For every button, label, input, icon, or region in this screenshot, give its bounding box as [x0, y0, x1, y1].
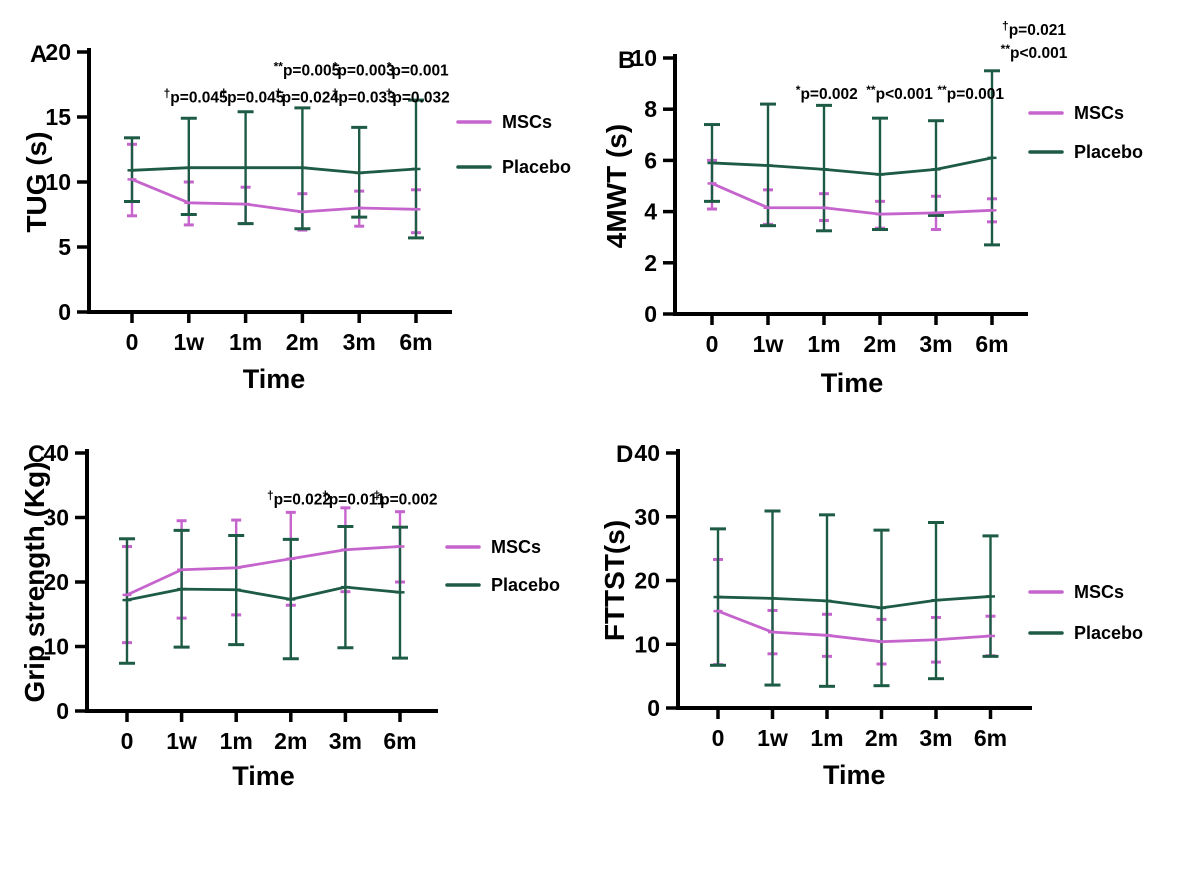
series-line-mscs [716, 609, 992, 644]
series-line-placebo [130, 166, 418, 175]
y-tick-label: 10 [631, 45, 657, 71]
y-tick-label: 30 [634, 504, 660, 530]
annotation-pvalue: †p=0.045 [164, 87, 228, 107]
x-tick-label: 0 [126, 329, 139, 355]
y-tick-label: 0 [56, 698, 69, 724]
y-tick-label: 5 [58, 234, 71, 260]
annotation-pvalue: ‡p=0.002 [373, 489, 437, 509]
chart-tug: 0 5 10 15 20 0 1w 1m 2m 3m 6m Time TUG (s) A **p=0.005… [21, 39, 571, 394]
x-tick-label: 3m [343, 329, 376, 355]
annotation-pvalue: *p=0.002 [796, 83, 858, 103]
y-axis-label: FTTST(s) [600, 520, 630, 641]
panel-letter: A [30, 41, 47, 68]
legend-label-placebo: Placebo [491, 575, 560, 595]
y-axis-label: Grip strength (Kg) [20, 461, 50, 702]
x-tick-label: 1m [220, 728, 253, 754]
annotation-pvalue: †p=0.032 [386, 87, 450, 107]
x-tick-label: 0 [712, 725, 725, 751]
x-tick-label: 1m [810, 725, 843, 751]
panel-tug: 0 5 10 15 20 0 1w 1m 2m 3m 6m Time TUG (s) A **p=0.005… [20, 20, 600, 430]
x-tick-label: 6m [399, 329, 432, 355]
y-tick-label: 20 [634, 568, 660, 594]
annotation-pvalue: †p=0.033 [332, 87, 396, 107]
x-tick-label: 1w [753, 331, 784, 357]
legend-label-mscs: MSCs [491, 537, 541, 557]
x-tick-label: 1m [807, 331, 840, 357]
chart-fttst: 0 10 20 30 40 0 1w 1m 2m 3m 6m Time FTTST(s) D MSCs Pla… [599, 440, 1143, 790]
annotation-pvalue: *p=0.003 [333, 59, 395, 79]
y-tick-label: 4 [644, 199, 657, 225]
y-tick-label: 0 [644, 301, 657, 327]
panel-4mwt: 0 2 4 6 8 10 0 1w 1m 2m 3m 6m Time 4MWT (s) B *p=0.002 *… [600, 10, 1200, 430]
x-tick-label: 6m [383, 728, 416, 754]
legend-label-placebo: Placebo [1074, 142, 1143, 162]
x-axis-label: Time [823, 760, 886, 790]
x-axis-label: Time [243, 364, 306, 394]
panel-letter: B [618, 47, 635, 74]
x-tick-label: 0 [121, 728, 134, 754]
x-tick-label: 2m [865, 725, 898, 751]
x-tick-label: 2m [863, 331, 896, 357]
annotation-pvalue: **p=0.001 [937, 83, 1004, 103]
series-line-placebo [125, 585, 402, 602]
y-tick-label: 40 [43, 440, 69, 466]
y-tick-label: 2 [644, 250, 657, 276]
y-tick-label: 8 [644, 96, 657, 122]
y-axis-label: 4MWT (s) [601, 124, 632, 248]
y-tick-label: 10 [634, 631, 660, 657]
x-tick-label: 6m [974, 725, 1007, 751]
x-tick-label: 1w [757, 725, 788, 751]
y-tick-label: 30 [43, 505, 69, 531]
annotation-pvalue: **p=0.005 [274, 59, 341, 79]
annotation-pvalue: **p<0.001 [1001, 42, 1068, 62]
y-tick-label: 10 [45, 169, 71, 195]
x-axis-label: Time [232, 761, 295, 791]
y-tick-label: 6 [644, 147, 657, 173]
chart-4mwt: 0 2 4 6 8 10 0 1w 1m 2m 3m 6m Time 4MWT (s) B *p=0.002 *… [601, 19, 1143, 398]
legend-label-placebo: Placebo [1074, 623, 1143, 643]
x-tick-label: 1w [173, 329, 204, 355]
series-line-placebo [716, 595, 992, 610]
series-line-mscs [710, 182, 994, 216]
y-tick-label: 15 [45, 104, 71, 130]
annotation-pvalue: †p=0.011 [322, 489, 386, 509]
panel-fttst: 0 10 20 30 40 0 1w 1m 2m 3m 6m Time FTTST(s) D MSCs Pla… [599, 430, 1200, 830]
annotation-pvalue: †p=0.024 [275, 87, 339, 107]
panel-grip-strength: 0 10 20 30 40 0 1w 1m 2m 3m 6m Time Grip strength (K… [19, 430, 600, 830]
annotation-pvalue: **p<0.001 [866, 83, 933, 103]
x-tick-label: 1m [229, 329, 262, 355]
legend-label-mscs: MSCs [1074, 582, 1124, 602]
x-tick-label: 1w [166, 728, 197, 754]
panel-letter: C [28, 441, 45, 468]
annotation-pvalue: †p=0.021 [1002, 19, 1066, 39]
x-tick-label: 3m [919, 725, 952, 751]
y-axis-label: TUG (s) [21, 131, 52, 232]
x-tick-label: 2m [274, 728, 307, 754]
x-tick-label: 2m [286, 329, 319, 355]
panel-letter: D [616, 441, 633, 468]
legend-label-mscs: MSCs [502, 112, 552, 132]
y-tick-label: 10 [43, 634, 69, 660]
x-tick-label: 3m [919, 331, 952, 357]
x-axis-label: Time [821, 368, 884, 398]
series-line-placebo [710, 156, 994, 176]
x-tick-label: 0 [706, 331, 719, 357]
annotation-pvalue: †p=0.022 [267, 489, 331, 509]
x-tick-label: 3m [329, 728, 362, 754]
y-tick-label: 0 [58, 299, 71, 325]
legend-label-placebo: Placebo [502, 157, 571, 177]
legend-label-mscs: MSCs [1074, 103, 1124, 123]
y-tick-label: 0 [647, 695, 660, 721]
x-tick-label: 6m [975, 331, 1008, 357]
y-tick-label: 20 [43, 569, 69, 595]
series-line-mscs [130, 177, 418, 214]
y-tick-label: 40 [634, 440, 660, 466]
annotation-pvalue: †p=0.045 [220, 87, 284, 107]
series-line-mscs [125, 545, 402, 597]
chart-grip-strength: 0 10 20 30 40 0 1w 1m 2m 3m 6m Time Grip strength (K… [19, 440, 560, 791]
y-tick-label: 20 [45, 39, 71, 65]
annotation-pvalue: *p=0.001 [387, 59, 449, 79]
